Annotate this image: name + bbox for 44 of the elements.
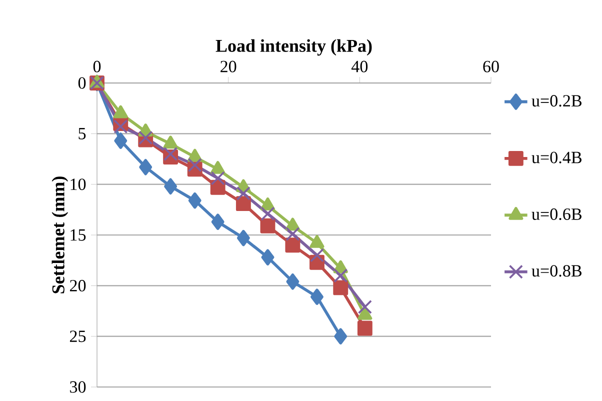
legend-label: u=0.4B [532,152,582,164]
point [236,196,251,212]
point [236,230,250,246]
y-tick-label: 25 [70,330,86,342]
y-tick-label: 0 [78,77,86,89]
point [164,178,178,194]
point [114,120,128,134]
point [333,280,348,296]
point [334,328,348,344]
point [310,248,324,262]
point [163,136,178,149]
x-tick-label: 20 [220,60,236,72]
y-tick-label: 10 [70,178,86,190]
y-tick-label: 30 [70,381,86,393]
point [211,214,224,230]
x-axis-title: Load intensity (kPa) [216,39,372,56]
point [334,268,348,283]
x-tick-label: 40 [351,60,368,72]
legend-label: u=0.6B [532,208,582,220]
y-tick-label: 20 [70,280,86,292]
point [285,238,300,253]
point [163,146,178,162]
x-tick-label: 60 [483,60,499,72]
legend-label: u=0.8B [532,265,582,277]
y-tick-label: 15 [70,229,86,241]
point [139,158,152,176]
point [310,288,324,305]
y-tick-label: 5 [78,128,86,140]
point [210,180,226,195]
point [188,192,202,209]
x-tick-label: 0 [93,60,101,72]
point [357,320,372,336]
y-axis-title: Settlemet (mm) [52,176,68,294]
point [358,300,372,314]
legend-label: u=0.2B [532,95,582,107]
point [210,171,225,186]
point [260,218,276,234]
point [286,226,300,242]
point [261,249,274,266]
point [114,132,128,149]
point [236,186,251,201]
point [188,158,202,172]
point [260,206,275,221]
point [286,273,300,290]
